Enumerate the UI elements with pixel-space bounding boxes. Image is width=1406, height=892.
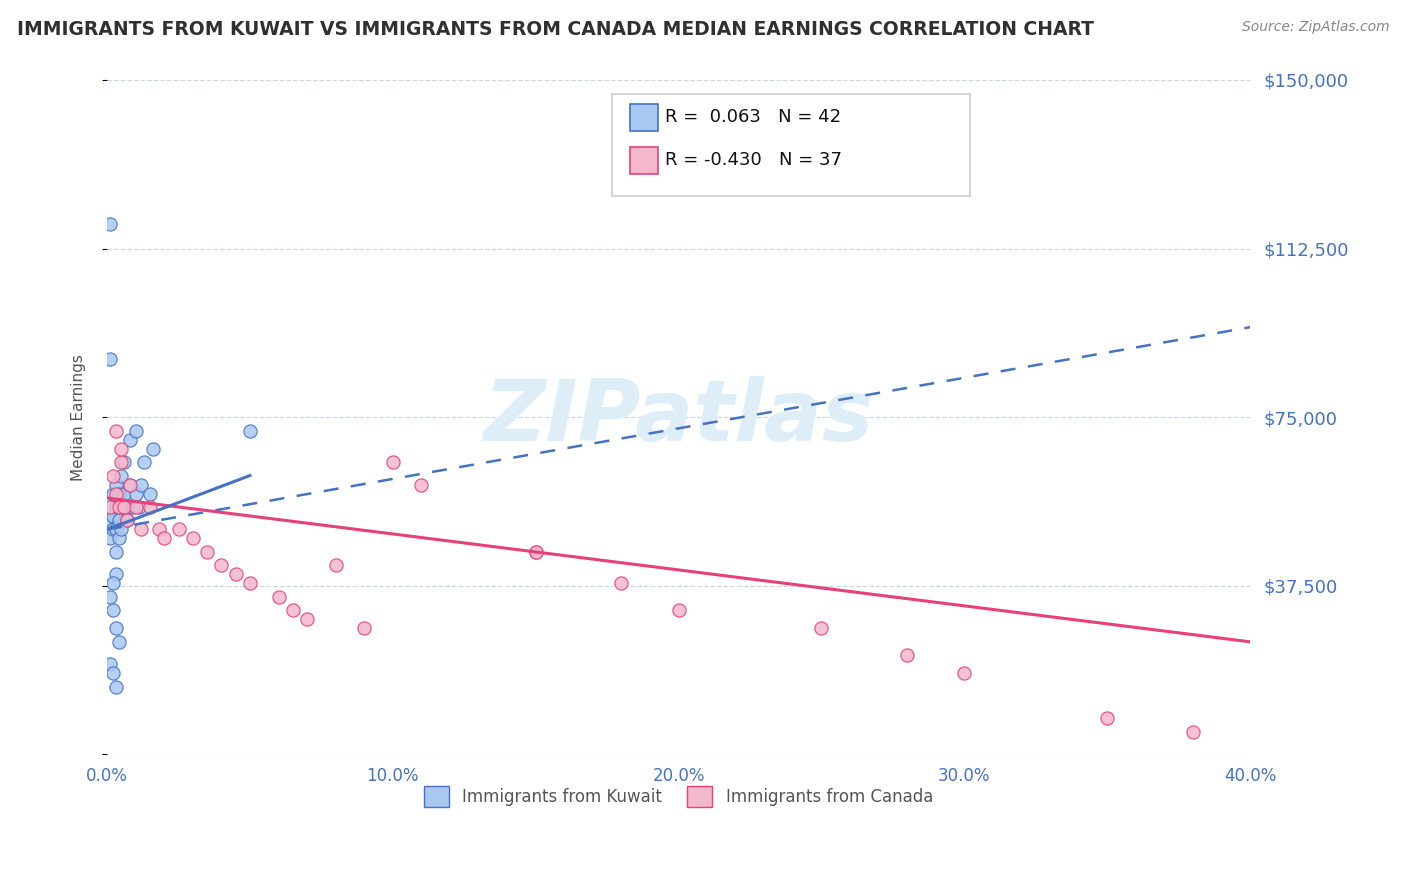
Point xyxy=(610,576,633,591)
Point xyxy=(1181,724,1204,739)
Point xyxy=(524,545,547,559)
Point xyxy=(115,513,138,527)
Point xyxy=(118,477,141,491)
Point xyxy=(167,523,190,537)
Point xyxy=(411,477,433,491)
Point xyxy=(139,500,162,514)
Point xyxy=(104,567,127,582)
Point xyxy=(142,442,165,456)
Point xyxy=(98,351,121,366)
Text: ZIPatlas: ZIPatlas xyxy=(484,376,873,458)
Text: IMMIGRANTS FROM KUWAIT VS IMMIGRANTS FROM CANADA MEDIAN EARNINGS CORRELATION CHA: IMMIGRANTS FROM KUWAIT VS IMMIGRANTS FRO… xyxy=(17,20,1094,38)
Point xyxy=(107,532,129,546)
Point xyxy=(98,590,121,604)
Point xyxy=(112,455,135,469)
Point xyxy=(118,477,141,491)
Point xyxy=(98,657,121,672)
Point xyxy=(810,621,832,635)
Point xyxy=(668,603,690,617)
Point xyxy=(104,680,127,694)
Point xyxy=(209,558,232,573)
Point xyxy=(110,468,132,483)
Point xyxy=(131,523,153,537)
Point xyxy=(110,523,132,537)
Point xyxy=(104,500,127,514)
Point xyxy=(104,621,127,635)
Point xyxy=(98,217,121,231)
Point xyxy=(953,666,976,681)
Point xyxy=(98,500,121,514)
Text: Source: ZipAtlas.com: Source: ZipAtlas.com xyxy=(1241,20,1389,34)
Point xyxy=(101,468,124,483)
Legend: Immigrants from Kuwait, Immigrants from Canada: Immigrants from Kuwait, Immigrants from … xyxy=(418,780,939,814)
Point xyxy=(153,532,176,546)
Point xyxy=(107,635,129,649)
Point xyxy=(104,486,127,500)
Point xyxy=(353,621,375,635)
Point xyxy=(110,455,132,469)
Point xyxy=(104,424,127,438)
Point xyxy=(104,477,127,491)
Point xyxy=(110,500,132,514)
Text: R =  0.063   N = 42: R = 0.063 N = 42 xyxy=(665,108,841,126)
Point xyxy=(101,603,124,617)
Point xyxy=(896,648,918,663)
Point xyxy=(267,590,290,604)
Text: R = -0.430   N = 37: R = -0.430 N = 37 xyxy=(665,151,842,169)
Point xyxy=(104,545,127,559)
Point xyxy=(115,513,138,527)
Point xyxy=(101,666,124,681)
Point xyxy=(124,424,146,438)
Point xyxy=(107,500,129,514)
Point xyxy=(115,500,138,514)
Point xyxy=(239,424,262,438)
Point xyxy=(148,523,170,537)
Point xyxy=(104,523,127,537)
Point xyxy=(1097,711,1119,725)
Y-axis label: Median Earnings: Median Earnings xyxy=(72,353,86,481)
Point xyxy=(101,508,124,523)
Point xyxy=(225,567,247,582)
Point xyxy=(128,500,150,514)
Point xyxy=(98,532,121,546)
Point xyxy=(124,486,146,500)
Point xyxy=(101,523,124,537)
Point xyxy=(239,576,262,591)
Point xyxy=(98,513,121,527)
Point xyxy=(98,500,121,514)
Point xyxy=(124,500,146,514)
Point xyxy=(195,545,218,559)
Point xyxy=(112,486,135,500)
Point xyxy=(112,500,135,514)
Point xyxy=(107,486,129,500)
Point xyxy=(121,500,143,514)
Point xyxy=(131,477,153,491)
Point xyxy=(281,603,304,617)
Point xyxy=(524,545,547,559)
Point xyxy=(295,612,318,626)
Point xyxy=(134,455,156,469)
Point xyxy=(110,442,132,456)
Point xyxy=(118,433,141,447)
Point xyxy=(181,532,204,546)
Point xyxy=(325,558,347,573)
Point xyxy=(107,513,129,527)
Point xyxy=(101,576,124,591)
Point xyxy=(139,486,162,500)
Point xyxy=(101,486,124,500)
Point xyxy=(381,455,404,469)
